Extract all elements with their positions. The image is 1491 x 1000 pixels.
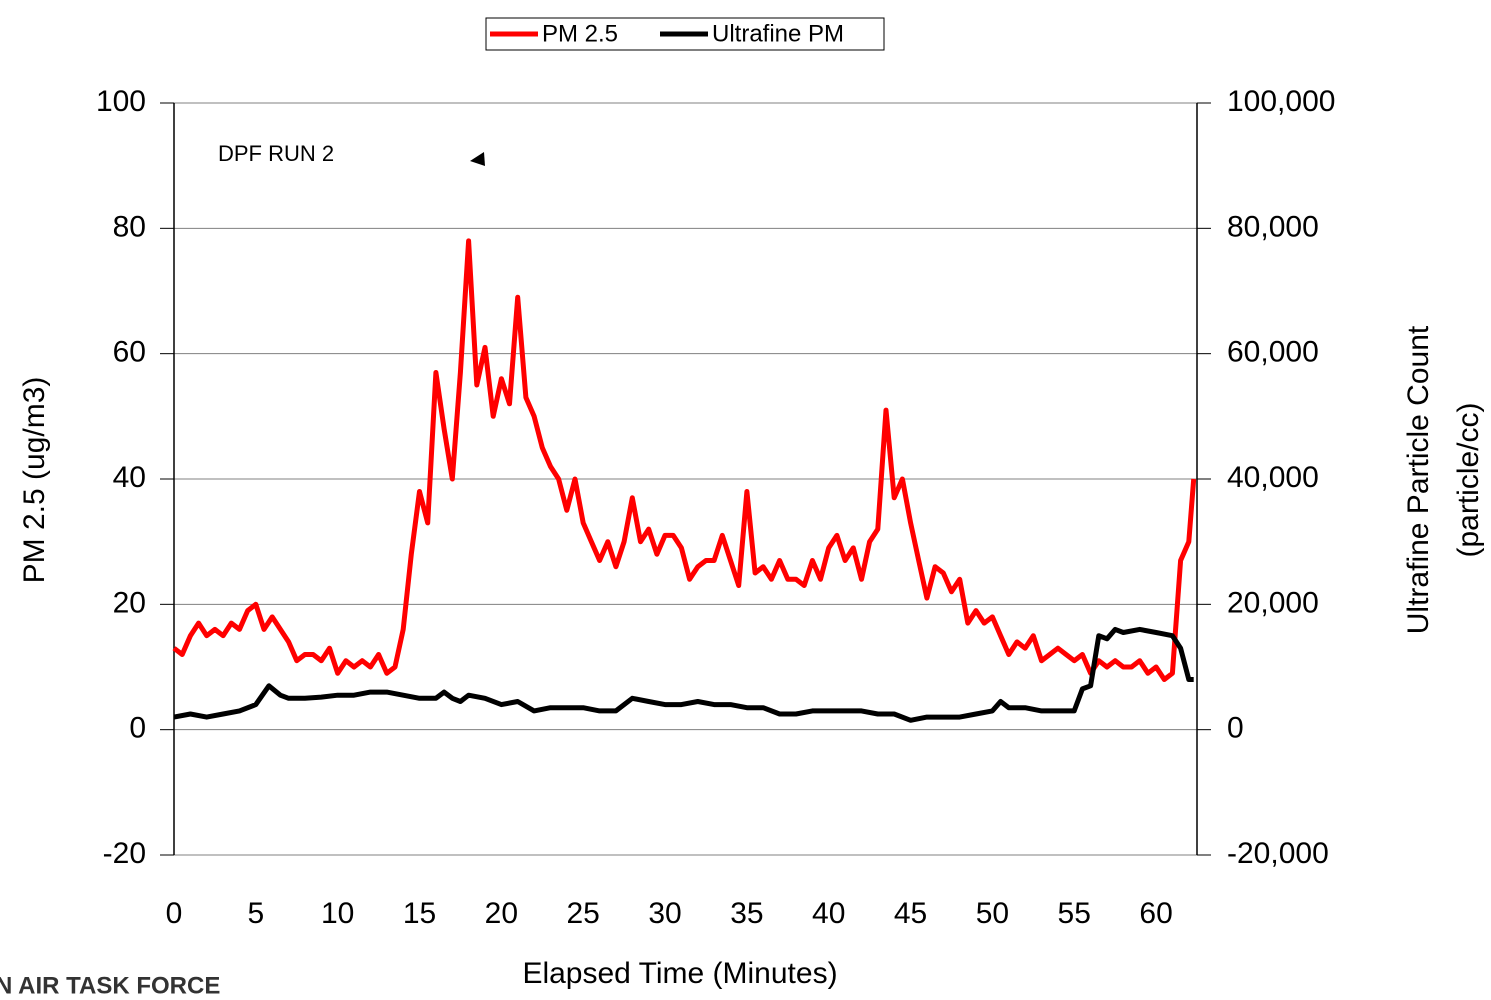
legend-label: PM 2.5	[542, 20, 618, 47]
y2-tick-label: 60,000	[1227, 336, 1319, 369]
x-tick-label: 45	[894, 897, 927, 930]
y2-tick-label: 20,000	[1227, 586, 1319, 619]
x-tick-label: 15	[403, 897, 436, 930]
x-axis-title: Elapsed Time (Minutes)	[522, 957, 837, 990]
y2-tick-label: 0	[1227, 712, 1244, 745]
y-tick-label: 40	[113, 461, 146, 494]
y2-axis-title: (particle/cc)	[1452, 402, 1485, 557]
y-tick-label: -20	[103, 837, 146, 870]
annotation-arrow	[470, 152, 485, 166]
x-tick-label: 5	[247, 897, 264, 930]
logo: N AIR TASK FORCE	[0, 972, 220, 999]
x-tick-label: 0	[166, 897, 183, 930]
y-tick-label: 20	[113, 586, 146, 619]
legend-label: Ultrafine PM	[712, 20, 844, 47]
y2-tick-label: 100,000	[1227, 85, 1335, 118]
x-tick-label: 20	[485, 897, 518, 930]
y-tick-label: 60	[113, 336, 146, 369]
series-line	[173, 626, 1194, 723]
x-tick-label: 35	[730, 897, 763, 930]
x-tick-label: 55	[1058, 897, 1091, 930]
annotation: DPF RUN 2	[218, 141, 334, 166]
series-line	[172, 238, 1197, 682]
y2-tick-label: 40,000	[1227, 461, 1319, 494]
x-tick-label: 40	[812, 897, 845, 930]
x-tick-label: 10	[321, 897, 354, 930]
y2-axis-title: Ultrafine Particle Count	[1402, 325, 1435, 634]
y2-tick-label: 80,000	[1227, 210, 1319, 243]
x-tick-label: 30	[648, 897, 681, 930]
y-axis-title: PM 2.5 (ug/m3)	[18, 377, 51, 584]
x-tick-label: 25	[567, 897, 600, 930]
y-tick-label: 80	[113, 210, 146, 243]
x-tick-label: 50	[976, 897, 1009, 930]
y2-tick-label: -20,000	[1227, 837, 1329, 870]
x-tick-label: 60	[1139, 897, 1172, 930]
y-tick-label: 100	[96, 85, 146, 118]
y-tick-label: 0	[129, 712, 146, 745]
